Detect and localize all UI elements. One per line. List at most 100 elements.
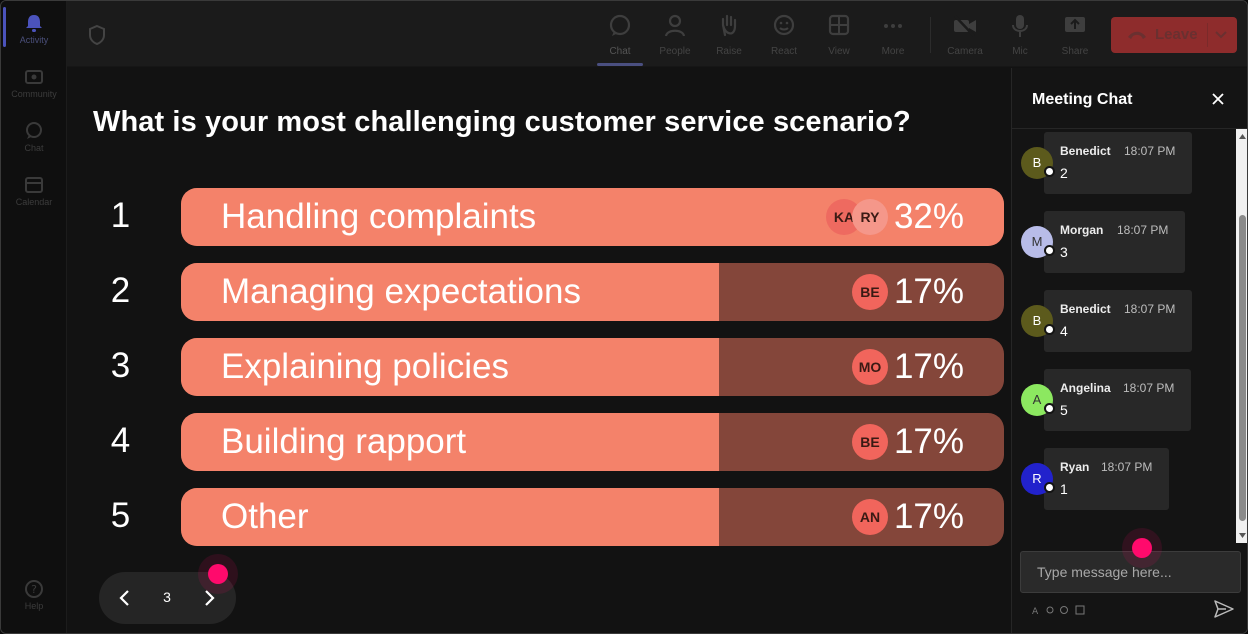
chevron-left-icon[interactable] xyxy=(117,588,133,608)
chat-message: Morgan 18:07 PM 3 xyxy=(1044,211,1185,273)
option-voters: AN xyxy=(852,499,888,535)
toolbar-label: Raise xyxy=(716,46,742,57)
avatar-initial: B xyxy=(1032,155,1042,170)
community-icon xyxy=(25,70,43,84)
svg-text:A: A xyxy=(1032,607,1039,616)
message-author: Angelina xyxy=(1060,381,1111,395)
toolbar-camera-button[interactable]: Camera xyxy=(937,9,993,63)
camera-off-icon xyxy=(954,15,976,37)
message-text: 2 xyxy=(1060,165,1068,181)
chevron-down-icon[interactable] xyxy=(1213,28,1229,42)
rail-item-activity[interactable]: Activity xyxy=(1,9,67,59)
chat-bubble-icon xyxy=(609,14,631,36)
toolbar-share-button[interactable]: Share xyxy=(1047,9,1103,63)
scroll-down-icon[interactable] xyxy=(1239,533,1246,539)
avatar-initial: A xyxy=(1032,392,1042,407)
rail-item-chat[interactable]: Chat xyxy=(1,117,67,167)
option-voters: MO xyxy=(852,349,888,385)
poll-option-row: 1 Handling complaints KA RY 32% xyxy=(93,188,1005,248)
rail-item-community[interactable]: Community xyxy=(1,63,67,113)
voter-avatar: AN xyxy=(852,499,888,535)
toolbar-raise-button[interactable]: Raise xyxy=(701,9,757,63)
option-number: 1 xyxy=(110,196,131,235)
option-bar: Building rapport BE 17% xyxy=(181,413,1004,471)
chat-avatar: M xyxy=(1021,226,1055,258)
option-label: Explaining policies xyxy=(221,347,509,386)
option-label: Building rapport xyxy=(221,422,467,461)
scrollbar-thumb[interactable] xyxy=(1239,215,1246,521)
chat-panel-title: Meeting Chat xyxy=(1032,91,1133,108)
message-time: 18:07 PM xyxy=(1123,381,1175,395)
chat-avatar: B xyxy=(1021,305,1055,337)
raise-hand-icon xyxy=(721,14,737,37)
toolbar-label: Mic xyxy=(1012,46,1028,57)
person-icon xyxy=(664,14,686,37)
rail-item-help[interactable]: ? Help xyxy=(1,575,67,625)
option-bar-fill xyxy=(181,338,720,396)
message-time: 18:07 PM xyxy=(1117,223,1169,237)
mic-icon xyxy=(1012,15,1028,37)
toolbar-label: Share xyxy=(1061,46,1089,57)
calendar-icon xyxy=(25,177,43,193)
message-text: 1 xyxy=(1060,481,1068,497)
option-bar-fill xyxy=(181,488,720,546)
rail-item-label: Community xyxy=(11,89,57,99)
toolbar-mic-button[interactable]: Mic xyxy=(992,9,1048,63)
rail-item-label: Calendar xyxy=(15,197,53,207)
send-icon[interactable] xyxy=(1214,600,1234,618)
meeting-chat-panel: Meeting Chat Benedict 18:07 PM 2 B Morgan 18:… xyxy=(1011,68,1247,633)
option-percent: 17% xyxy=(893,422,964,461)
toolbar-people-button[interactable]: People xyxy=(647,9,703,63)
close-icon[interactable] xyxy=(1210,91,1226,107)
shield-icon[interactable] xyxy=(87,24,107,46)
app-rail: Activity Community Chat Calendar ? Help xyxy=(1,1,67,633)
option-bar-fill xyxy=(181,263,720,321)
scroll-up-icon[interactable] xyxy=(1239,133,1246,139)
option-percent: 17% xyxy=(893,497,964,536)
toolbar-chat-button[interactable]: Chat xyxy=(592,9,648,63)
voter-avatar: BE xyxy=(852,424,888,460)
toolbar-active-underline xyxy=(597,63,643,66)
chat-message: Ryan 18:07 PM 1 xyxy=(1044,448,1169,510)
pointer-indicator xyxy=(208,564,228,584)
chat-avatar: A xyxy=(1021,384,1055,416)
presence-dot xyxy=(1044,245,1055,256)
more-dots-icon xyxy=(884,24,902,28)
chat-message: Benedict 18:07 PM 2 xyxy=(1044,132,1192,194)
presence-dot xyxy=(1044,403,1055,414)
rail-item-calendar[interactable]: Calendar xyxy=(1,171,67,221)
chat-message-input[interactable] xyxy=(1020,551,1241,593)
option-bar: Handling complaints KA RY 32% xyxy=(181,188,1004,246)
leave-label: Leave xyxy=(1155,26,1198,43)
option-label: Other xyxy=(221,497,309,536)
phone-hangup-icon xyxy=(1128,31,1146,39)
chat-avatar: B xyxy=(1021,147,1055,179)
toolbar-label: Camera xyxy=(947,46,983,57)
option-bar: Managing expectations BE 17% xyxy=(181,263,1004,321)
option-bar: Other AN 17% xyxy=(181,488,1004,546)
leave-divider xyxy=(1207,23,1208,47)
toolbar-more-button[interactable]: More xyxy=(865,9,921,63)
chevron-right-icon[interactable] xyxy=(201,588,217,608)
format-toolbar-icon[interactable]: A xyxy=(1032,604,1092,616)
chat-scrollbar[interactable] xyxy=(1236,129,1247,543)
toolbar-react-button[interactable]: React xyxy=(756,9,812,63)
toolbar-view-button[interactable]: View xyxy=(811,9,867,63)
leave-button[interactable]: Leave xyxy=(1111,17,1237,53)
option-voters: BE xyxy=(852,424,888,460)
option-bar-fill xyxy=(181,413,720,471)
voter-avatar: BE xyxy=(852,274,888,310)
message-time: 18:07 PM xyxy=(1124,302,1176,316)
toolbar-label: React xyxy=(770,46,798,57)
voter-avatar: MO xyxy=(852,349,888,385)
option-bar: Explaining policies MO 17% xyxy=(181,338,1004,396)
rail-item-label: Chat xyxy=(24,143,44,153)
presence-dot xyxy=(1044,166,1055,177)
poll-option-row: 2 Managing expectations BE 17% xyxy=(93,263,1005,323)
smiley-icon xyxy=(773,14,795,36)
grid-icon xyxy=(828,14,850,36)
poll-question: What is your most challenging customer s… xyxy=(93,106,911,138)
message-author: Ryan xyxy=(1060,460,1090,474)
message-text: 5 xyxy=(1060,402,1068,418)
page-number: 3 xyxy=(163,589,171,605)
